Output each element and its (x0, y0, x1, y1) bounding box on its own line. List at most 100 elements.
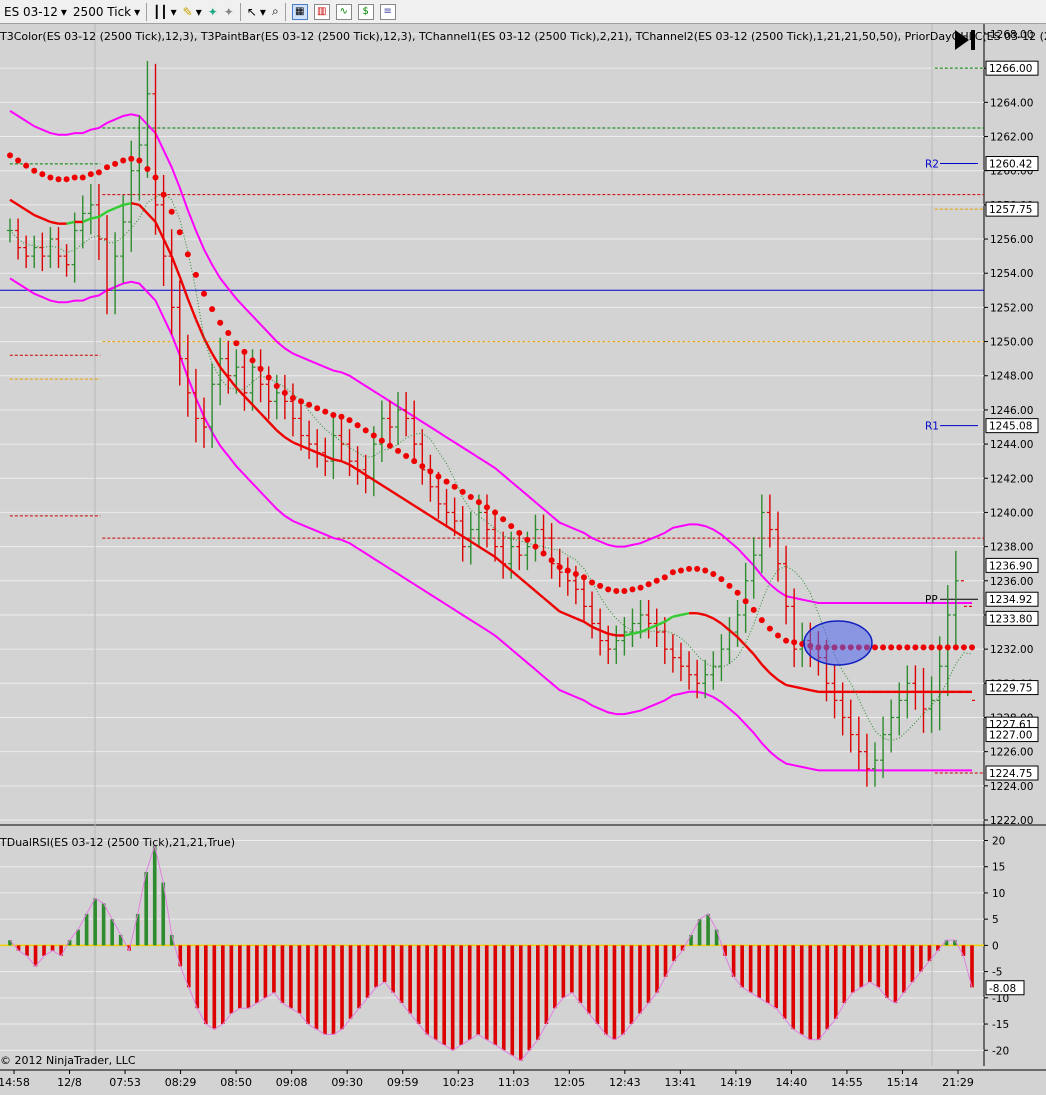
price-tag-label: 1227.00 (989, 730, 1032, 742)
dollar-icon[interactable]: $ (357, 3, 374, 20)
trail-dot (694, 565, 701, 572)
price-tick-label: 1226.00 (990, 747, 1033, 759)
rsi-tick-label: -10 (992, 993, 1009, 1005)
price-tag-label: 1236.90 (989, 560, 1032, 572)
chevron-down-icon: ▾ (259, 4, 266, 19)
trail-dot (920, 644, 927, 651)
t3-segment (162, 238, 173, 257)
t3-segment (664, 615, 674, 623)
zoom-in-icon: ✦ (207, 4, 218, 19)
trail-dot (500, 516, 507, 523)
chart-line-icon[interactable]: ∿ (335, 3, 352, 20)
zoom-in-button[interactable]: ✦ (208, 5, 218, 19)
rsi-tick-label: -20 (992, 1045, 1009, 1057)
rsi-tick-label: 10 (992, 888, 1005, 900)
price-tag (985, 156, 1039, 172)
instrument-selector[interactable]: ES 03-12 ▾ (4, 5, 67, 19)
trail-dot (144, 165, 151, 172)
channel-bands (9, 110, 972, 772)
t3-segment (518, 576, 529, 586)
t3-segment (138, 204, 149, 215)
t3-segment (502, 562, 512, 572)
price-tick-label: 1232.00 (990, 644, 1033, 656)
toolbar: ES 03-12 ▾ 2500 Tick ▾ ┃┃ ▾ ✎ ▾ ✦ ✦ ↖ ▾ ⌕ ▦ ▥… (0, 0, 1046, 24)
toolbar-separator (284, 2, 286, 21)
doc-icon[interactable]: ≡ (379, 3, 396, 20)
price-tick-label: 1236.00 (990, 576, 1033, 588)
trail-dot (386, 442, 393, 449)
price-tick-label: 1254.00 (990, 268, 1033, 280)
chart-bars-icon[interactable]: ▥ (313, 3, 330, 20)
trail-dot (726, 582, 733, 589)
trail-dot (492, 509, 499, 516)
t3-segment (275, 429, 286, 439)
trail-dot (524, 536, 531, 543)
period-label: 2500 Tick (72, 4, 132, 19)
t3-segment (114, 203, 124, 210)
t3-segment (445, 525, 456, 533)
drawing-tool-button[interactable]: ✎ ▾ (183, 5, 202, 19)
prior-day-lines (0, 67, 984, 774)
t3-segment (365, 473, 375, 481)
chart-grid-icon[interactable]: ▦ (291, 3, 308, 20)
t3-segment (648, 624, 658, 630)
trail-dot (95, 169, 102, 176)
price-tick-label: 1252.00 (990, 302, 1033, 314)
trail-dot (257, 365, 264, 372)
cursor-button[interactable]: ↖ ▾ (247, 5, 266, 19)
period-selector[interactable]: 2500 Tick ▾ (73, 5, 140, 19)
zoom-out-icon: ✦ (223, 4, 234, 19)
price-tag (985, 591, 1039, 607)
zoom-out-button[interactable]: ✦ (224, 5, 234, 19)
time-tick-label: 12:43 (609, 1076, 641, 1089)
price-tag (985, 727, 1039, 743)
search-button[interactable]: ⌕ (272, 4, 279, 19)
time-tick-label: 12:05 (553, 1076, 585, 1089)
t3-segment (154, 221, 165, 240)
t3-segment (389, 489, 399, 497)
pivot-label: R1 (925, 421, 939, 433)
t3-segment (777, 678, 787, 687)
t3-segment (259, 412, 270, 423)
t3-segment (437, 519, 448, 528)
jump-to-end-button[interactable] (955, 30, 975, 50)
trail-dot (702, 567, 709, 574)
t3-segment (470, 540, 480, 548)
price-chart[interactable]: 1268.001266.001264.001262.001260.001258.… (0, 24, 1046, 1095)
trail-dot (225, 330, 232, 337)
trail-dot (168, 208, 175, 215)
t3-segment (373, 478, 383, 487)
t3-segment (227, 376, 238, 389)
price-tag (985, 610, 1039, 626)
t3-segment (292, 441, 302, 447)
t3-segment (769, 672, 779, 681)
trail-dot (265, 374, 272, 381)
trail-dot (71, 174, 78, 181)
trail-dot (281, 389, 288, 396)
price-tag-label: 1229.75 (989, 683, 1032, 695)
t3-segment (251, 403, 262, 415)
t3-segment (243, 395, 254, 406)
trail-dot (467, 494, 474, 501)
price-tick-label: 1264.00 (990, 97, 1033, 109)
time-tick-label: 15:14 (887, 1076, 919, 1089)
fast-average (9, 192, 973, 742)
time-tick-label: 10:23 (442, 1076, 474, 1089)
trail-dot (55, 176, 62, 183)
trail-dot (483, 504, 490, 511)
trail-dot (354, 422, 361, 429)
chevron-down-icon: ▾ (170, 4, 177, 19)
bar-style-button[interactable]: ┃┃ ▾ (153, 5, 176, 19)
session-separators (94, 24, 933, 1066)
trail-dot (677, 567, 684, 574)
t3-segment (356, 468, 367, 476)
price-tag-label: 1234.92 (989, 594, 1032, 606)
t3-segment (793, 685, 803, 690)
t3-segment (559, 610, 569, 617)
t3-segment (542, 596, 553, 606)
rsi-tick-label: 15 (992, 862, 1005, 874)
trail-dot (403, 453, 410, 460)
trail-dot (298, 398, 305, 405)
trail-dot (249, 357, 256, 364)
trail-dot (572, 570, 579, 577)
